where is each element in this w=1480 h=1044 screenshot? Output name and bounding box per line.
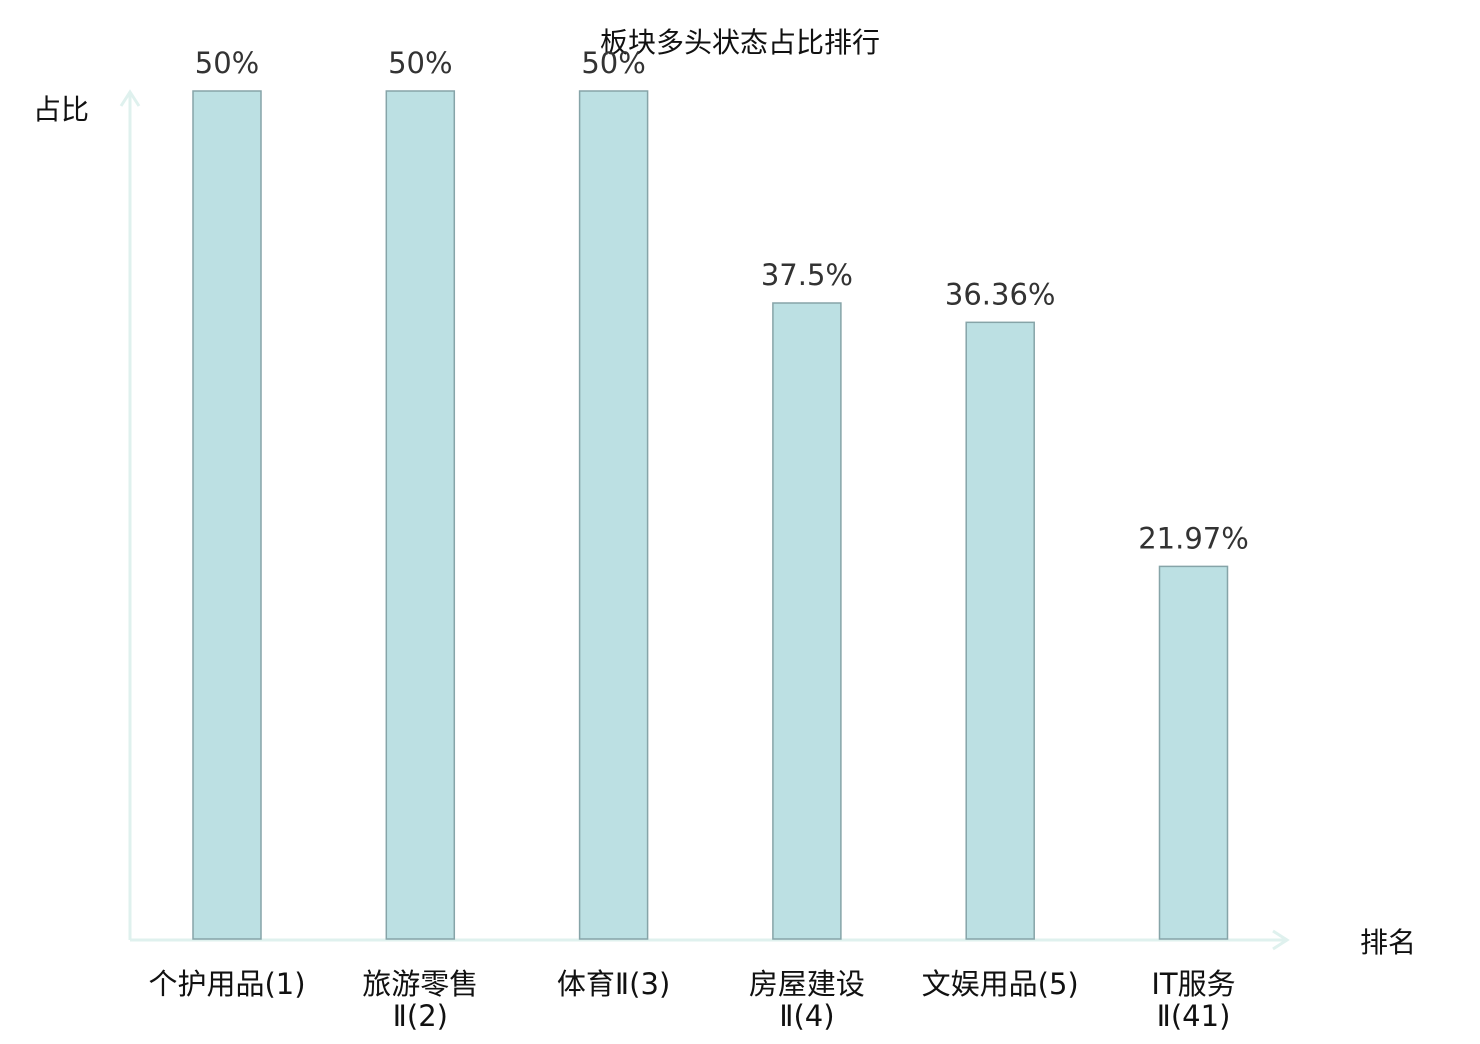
category-label-6-line-1: IT服务 (1151, 967, 1235, 1001)
value-label-3: 50% (581, 46, 645, 80)
axes (119, 89, 1290, 951)
value-label-1: 50% (195, 46, 259, 80)
value-label-5: 36.36% (945, 277, 1056, 311)
category-label-6-line-2: Ⅱ(41) (1157, 999, 1231, 1033)
x-axis-arrow (1272, 929, 1290, 951)
value-label-6: 21.97% (1138, 521, 1249, 555)
category-label-1: 个护用品(1) (148, 967, 305, 1001)
value-labels: 50% 50% 50% 37.5% 36.36% 21.97% (195, 46, 1249, 555)
category-label-2-line-1: 旅游零售 (362, 967, 478, 1001)
category-label-2-line-2: Ⅱ(2) (393, 999, 448, 1033)
bar-6 (1158, 565, 1229, 940)
bars (192, 90, 1229, 940)
y-axis-label: 占比 (33, 93, 89, 126)
chart-title: 板块多头状态占比排行 (600, 26, 880, 59)
y-axis-arrow (119, 89, 141, 107)
value-label-2: 50% (388, 46, 452, 80)
x-axis-label: 排名 (1360, 926, 1416, 959)
bar-3 (578, 90, 649, 940)
bar-4 (772, 302, 842, 940)
category-label-4-line-2: Ⅱ(4) (779, 999, 834, 1033)
category-label-3: 体育Ⅱ(3) (557, 967, 670, 1001)
value-label-4: 37.5% (761, 258, 853, 292)
bar-5 (965, 321, 1035, 940)
bar-2 (385, 90, 456, 940)
bar-1 (192, 90, 262, 940)
category-label-5: 文娱用品(5) (922, 967, 1079, 1001)
category-label-4-line-1: 房屋建设 (749, 967, 865, 1001)
